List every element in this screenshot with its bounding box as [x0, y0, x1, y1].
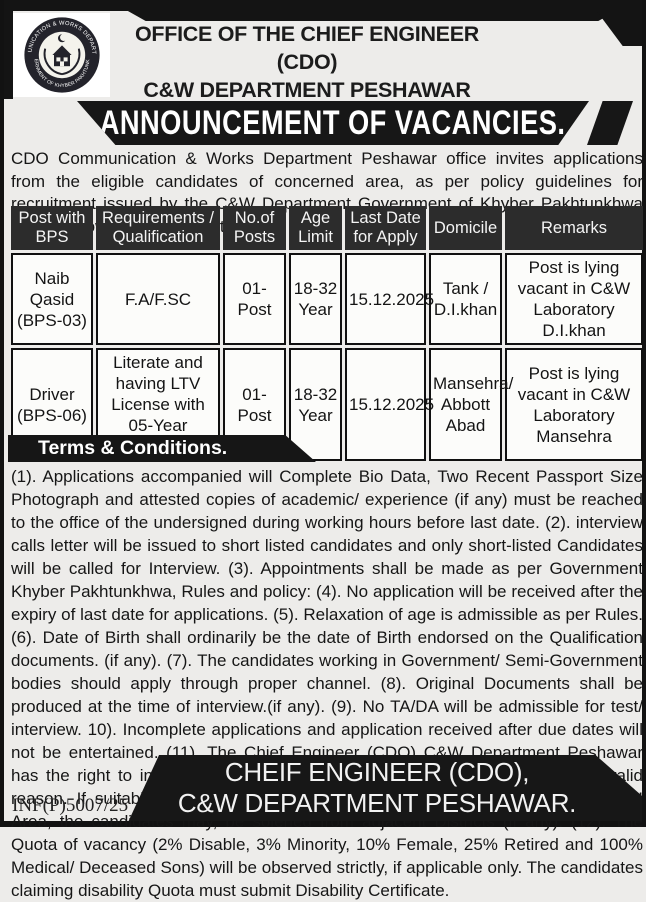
col-header-remarks: Remarks — [505, 206, 643, 250]
table-row: Naib Qasid (BPS-03) F.A/F.SC 01-Post 18-… — [11, 253, 643, 345]
cell-age: 18-32 Year — [289, 253, 342, 345]
inf-reference-number: INF(P)5007/25 — [12, 795, 129, 816]
col-header-age: Age Limit — [289, 206, 342, 250]
header: COMMUNICATION & WORKS DEPARTMENT GOVERNM… — [13, 13, 641, 130]
office-title-line1: OFFICE OF THE CHIEF ENGINEER (CDO) — [135, 22, 479, 74]
col-header-posts: No.of Posts — [223, 206, 286, 250]
terms-title: Terms & Conditions. — [38, 437, 228, 459]
col-header-requirements: Requirements / Qualification — [96, 206, 220, 250]
top-border-bar — [4, 0, 642, 11]
col-header-lastdate: Last Date for Apply — [345, 206, 426, 250]
cell-domicile: Tank / D.I.khan — [429, 253, 502, 345]
col-header-post: Post with BPS — [11, 206, 93, 250]
cell-remarks: Post is lying vacant in C&W Laboratory D… — [505, 253, 643, 345]
announcement-banner: ANNOUNCEMENT OF VACANCIES. — [77, 101, 633, 145]
table-header-row: Post with BPS Requirements / Qualificati… — [11, 206, 643, 250]
department-logo: COMMUNICATION & WORKS DEPARTMENT GOVERNM… — [13, 13, 110, 97]
cell-post: Naib Qasid (BPS-03) — [11, 253, 93, 345]
department-seal-icon: COMMUNICATION & WORKS DEPARTMENT GOVERNM… — [22, 15, 100, 93]
announcement-banner-accent — [587, 101, 633, 145]
top-left-corner-trim — [4, 0, 13, 99]
signature-line2: C&W DEPARTMENT PESHAWAR. — [177, 788, 577, 818]
signature-banner: CHEIF ENGINEER (CDO), C&W DEPARTMENT PES… — [128, 755, 642, 821]
cell-lastdate: 15.12.2025 — [345, 253, 434, 345]
office-title-block: OFFICE OF THE CHIEF ENGINEER (CDO) C&W D… — [112, 13, 502, 130]
cell-requirements: F.A/F.SC — [96, 253, 220, 345]
cell-age: 18-32 Year — [289, 348, 342, 461]
cell-lastdate: 15.12.2025 — [345, 348, 434, 461]
top-trapezoid-trim — [126, 10, 618, 21]
col-header-domicile: Domicile — [429, 206, 502, 250]
terms-paragraph: (1). Applications accompanied will Compl… — [11, 467, 643, 900]
cell-remarks: Post is lying vacant in C&W Laboratory M… — [505, 348, 643, 461]
cell-posts: 01-Post — [223, 253, 286, 345]
terms-banner: Terms & Conditions. — [8, 435, 316, 462]
announcement-banner-main: ANNOUNCEMENT OF VACANCIES. — [77, 101, 589, 145]
announcement-title: ANNOUNCEMENT OF VACANCIES. — [100, 102, 566, 143]
signature-line1: CHEIF ENGINEER (CDO), — [224, 757, 530, 787]
office-title-line2: C&W DEPARTMENT PESHAWAR — [143, 78, 471, 102]
vacancy-table: Post with BPS Requirements / Qualificati… — [8, 203, 646, 464]
cell-domicile: Mansehra/ Abbott Abad — [429, 348, 513, 461]
